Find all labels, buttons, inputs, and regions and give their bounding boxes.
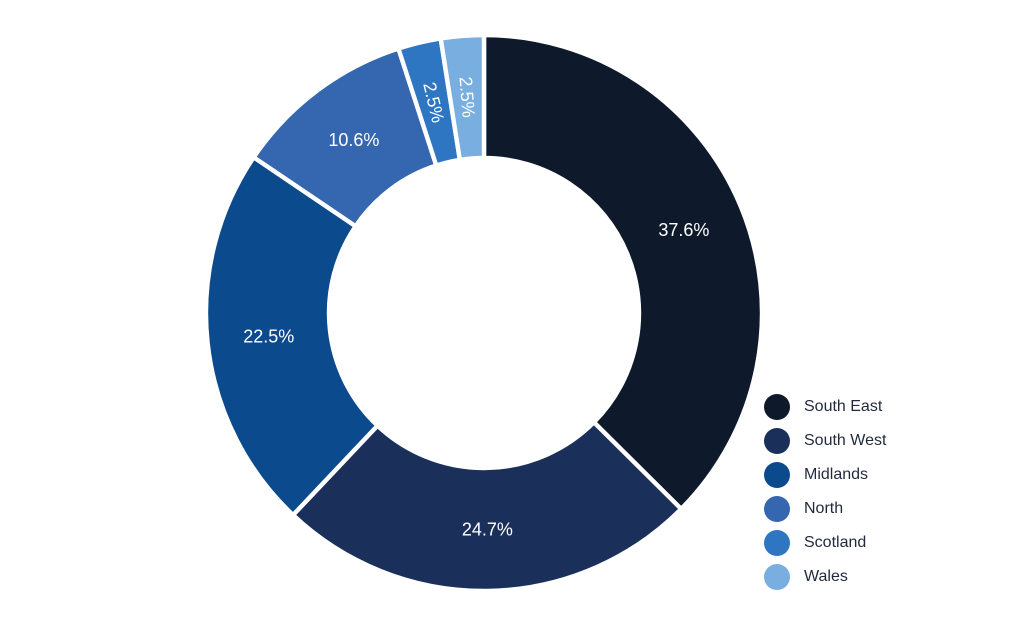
legend-swatch bbox=[764, 462, 790, 488]
legend-label: North bbox=[804, 500, 844, 517]
legend-item-midlands: Midlands bbox=[764, 458, 886, 492]
slice-label-south-west: 24.7% bbox=[462, 519, 513, 539]
legend-item-south-east: South East bbox=[764, 390, 886, 424]
slice-label-north: 10.6% bbox=[328, 130, 379, 150]
slice-midlands bbox=[203, 154, 381, 519]
legend-label: Scotland bbox=[804, 534, 867, 551]
slice-label-midlands: 22.5% bbox=[243, 327, 294, 347]
slice-south-west bbox=[289, 419, 685, 594]
legend-item-wales: Wales bbox=[764, 560, 886, 594]
slice-south-east bbox=[481, 32, 765, 513]
slice-label-south-east: 37.6% bbox=[658, 220, 709, 240]
slice-label-wales: 2.5% bbox=[456, 76, 479, 118]
legend-label: Wales bbox=[804, 568, 848, 585]
chart-legend: South East South West Midlands North Scotlan… bbox=[764, 390, 886, 594]
legend-swatch bbox=[764, 496, 790, 522]
legend-swatch bbox=[764, 530, 790, 556]
legend-item-scotland: Scotland bbox=[764, 526, 886, 560]
legend-swatch bbox=[764, 394, 790, 420]
legend-item-north: North bbox=[764, 492, 886, 526]
legend-item-south-west: South West bbox=[764, 424, 886, 458]
legend-label: Midlands bbox=[804, 466, 869, 483]
legend-swatch bbox=[764, 428, 790, 454]
legend-label: South East bbox=[804, 398, 883, 415]
legend-label: South West bbox=[804, 432, 887, 449]
legend-swatch bbox=[764, 564, 790, 590]
slice-wales bbox=[438, 32, 487, 163]
